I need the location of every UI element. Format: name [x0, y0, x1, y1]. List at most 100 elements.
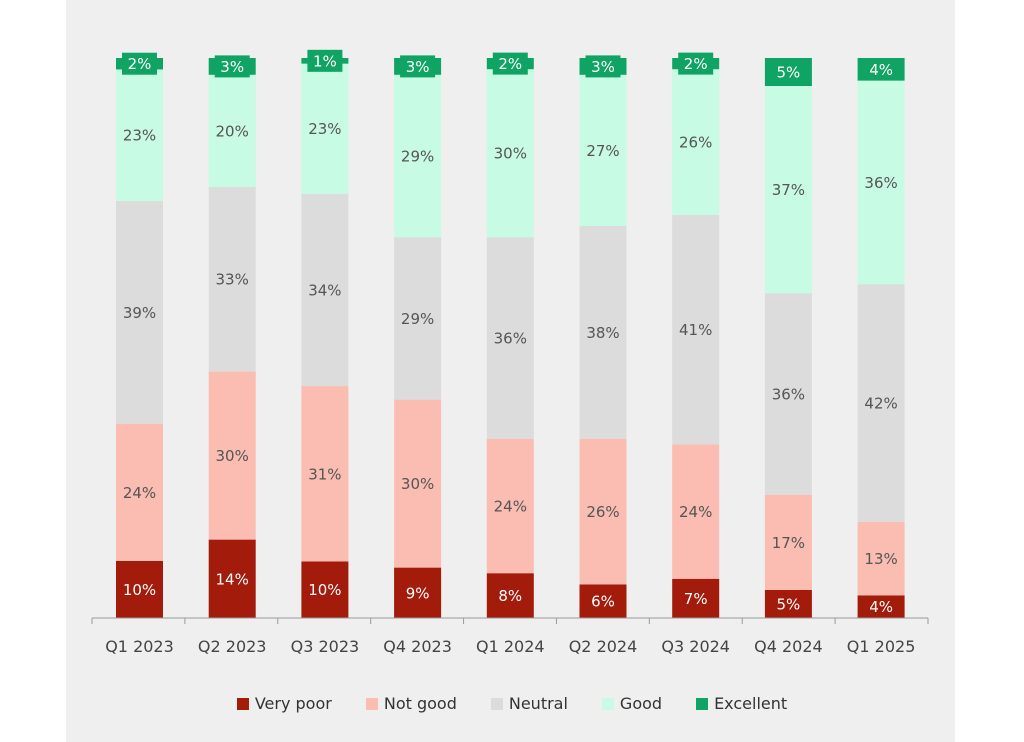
legend-swatch-good: [601, 697, 614, 710]
data-label-excellent-q1-2024: 2%: [498, 55, 522, 73]
bar-segment-neutral-q3-2024: [672, 214, 720, 445]
bar-segment-good-q4-2024: [764, 86, 812, 294]
legend-label-neutral: Neutral: [508, 694, 568, 713]
bar-segment-good-q4-2023: [394, 74, 442, 238]
bar-segment-good-q1-2024: [486, 69, 534, 238]
x-tick-label-q3-2023: Q3 2023: [291, 637, 360, 656]
data-label-tag-q1-2023: [122, 52, 157, 75]
data-label-good-q1-2025: 36%: [864, 174, 897, 192]
bar-segment-not-good-q3-2023: [301, 386, 349, 562]
data-label-tag-q2-2023: [214, 55, 250, 78]
data-label-excellent-q3-2023: 1%: [313, 52, 337, 70]
bar-segment-neutral-q4-2024: [764, 293, 812, 495]
data-label-neutral-q1-2024: 36%: [494, 330, 527, 348]
data-label-good-q1-2024: 30%: [494, 145, 527, 163]
legend-item-good: Good: [601, 694, 663, 713]
bar-segment-good-q1-2023: [116, 69, 163, 201]
bar-segment-neutral-q1-2023: [116, 200, 163, 424]
data-label-excellent-q2-2023: 3%: [220, 58, 244, 76]
bar-segment-not-good-q3-2024: [672, 444, 720, 579]
data-label-neutral-q2-2023: 33%: [216, 271, 249, 289]
x-tick-label-q1-2023: Q1 2023: [105, 637, 174, 656]
data-label-very-poor-q2-2024: 6%: [591, 593, 615, 611]
data-label-tag-q3-2024: [678, 52, 714, 75]
data-label-very-poor-q1-2024: 8%: [498, 587, 522, 605]
x-tick-label-q4-2024: Q4 2024: [754, 637, 823, 656]
data-label-very-poor-q1-2023: 10%: [123, 581, 156, 599]
legend-label-excellent: Excellent: [714, 694, 788, 713]
x-tick-label-q1-2025: Q1 2025: [847, 637, 916, 656]
data-label-neutral-q1-2025: 42%: [864, 395, 897, 413]
x-tick-label-q4-2023: Q4 2023: [383, 637, 452, 656]
x-tick-label-q2-2024: Q2 2024: [569, 637, 638, 656]
data-label-neutral-q3-2024: 41%: [679, 321, 712, 339]
data-label-very-poor-q2-2023: 14%: [216, 570, 249, 588]
data-label-neutral-q4-2023: 29%: [401, 310, 434, 328]
data-label-very-poor-q4-2023: 9%: [406, 584, 430, 602]
data-label-not-good-q4-2023: 30%: [401, 475, 434, 493]
legend-item-not-good: Not good: [365, 694, 457, 713]
bar-segment-neutral-q2-2023: [208, 186, 256, 372]
data-label-tag-q3-2023: [307, 49, 343, 72]
legend-swatch-neutral: [490, 697, 503, 710]
bar-segment-not-good-q2-2023: [208, 371, 256, 540]
bar-segment-not-good-q4-2024: [764, 494, 812, 590]
data-label-good-q3-2024: 26%: [679, 134, 712, 152]
data-label-good-q2-2023: 20%: [216, 122, 249, 140]
data-label-not-good-q2-2024: 26%: [586, 503, 619, 521]
bar-segment-good-q2-2024: [579, 74, 627, 226]
data-label-not-good-q1-2025: 13%: [864, 550, 897, 568]
bar-segment-very-poor-q3-2024: [672, 578, 720, 618]
legend-label-very-poor: Very poor: [254, 694, 332, 713]
data-label-very-poor-q1-2025: 4%: [869, 598, 893, 616]
legend: Very poor Not good Neutral Good Excellen…: [0, 694, 1024, 713]
data-label-very-poor-q3-2023: 10%: [308, 581, 341, 599]
data-label-good-q3-2023: 23%: [308, 120, 341, 138]
bar-segment-neutral-q3-2023: [301, 193, 349, 387]
bar-segment-not-good-q1-2024: [486, 438, 534, 574]
x-tick-label-q3-2024: Q3 2024: [661, 637, 730, 656]
data-label-very-poor-q3-2024: 7%: [684, 590, 708, 608]
bar-segment-not-good-q2-2024: [579, 438, 627, 585]
legend-swatch-very-poor: [236, 697, 249, 710]
data-label-good-q1-2023: 23%: [123, 127, 156, 145]
data-label-good-q4-2024: 37%: [772, 181, 805, 199]
x-tick-label-q2-2023: Q2 2023: [198, 637, 267, 656]
bar-segment-very-poor-q3-2023: [301, 561, 349, 618]
bar-segment-not-good-q1-2023: [116, 423, 163, 561]
bar-segment-good-q2-2023: [208, 74, 256, 187]
data-label-good-q4-2023: 29%: [401, 148, 434, 166]
data-label-neutral-q4-2024: 36%: [772, 386, 805, 404]
data-label-excellent-q2-2024: 3%: [591, 58, 615, 76]
legend-label-good: Good: [619, 694, 663, 713]
data-label-neutral-q3-2023: 34%: [308, 281, 341, 299]
legend-swatch-excellent: [696, 697, 709, 710]
bar-segment-neutral-q1-2025: [857, 284, 905, 522]
bar-segment-good-q3-2024: [672, 69, 720, 215]
bar-segment-excellent-q1-2025: [857, 58, 905, 81]
data-label-not-good-q4-2024: 17%: [772, 534, 805, 552]
data-label-good-q2-2024: 27%: [586, 142, 619, 160]
bar-segment-very-poor-q4-2024: [764, 590, 812, 618]
legend-item-very-poor: Very poor: [236, 694, 332, 713]
bar-segment-not-good-q1-2025: [857, 521, 905, 596]
data-label-excellent-q3-2024: 2%: [684, 55, 708, 73]
legend-item-excellent: Excellent: [696, 694, 787, 713]
data-label-very-poor-q4-2024: 5%: [777, 596, 801, 614]
bar-segment-good-q1-2025: [857, 80, 905, 285]
bar-segment-very-poor-q1-2023: [116, 560, 163, 618]
data-label-excellent-q1-2025: 4%: [869, 61, 893, 79]
bar-segment-excellent-q4-2024: [764, 58, 812, 86]
data-label-not-good-q3-2024: 24%: [679, 503, 712, 521]
data-label-tag-q1-2024: [492, 52, 528, 75]
bar-segment-neutral-q1-2024: [486, 237, 534, 439]
bar-segment-neutral-q2-2024: [579, 226, 627, 439]
x-tick-label-q1-2024: Q1 2024: [476, 637, 545, 656]
bar-segment-good-q3-2023: [301, 63, 349, 194]
bar-segment-not-good-q4-2023: [394, 399, 442, 568]
data-label-not-good-q3-2023: 31%: [308, 465, 341, 483]
legend-label-not-good: Not good: [383, 694, 457, 713]
data-label-excellent-q1-2023: 2%: [128, 55, 152, 73]
bar-segment-very-poor-q4-2023: [394, 567, 442, 618]
